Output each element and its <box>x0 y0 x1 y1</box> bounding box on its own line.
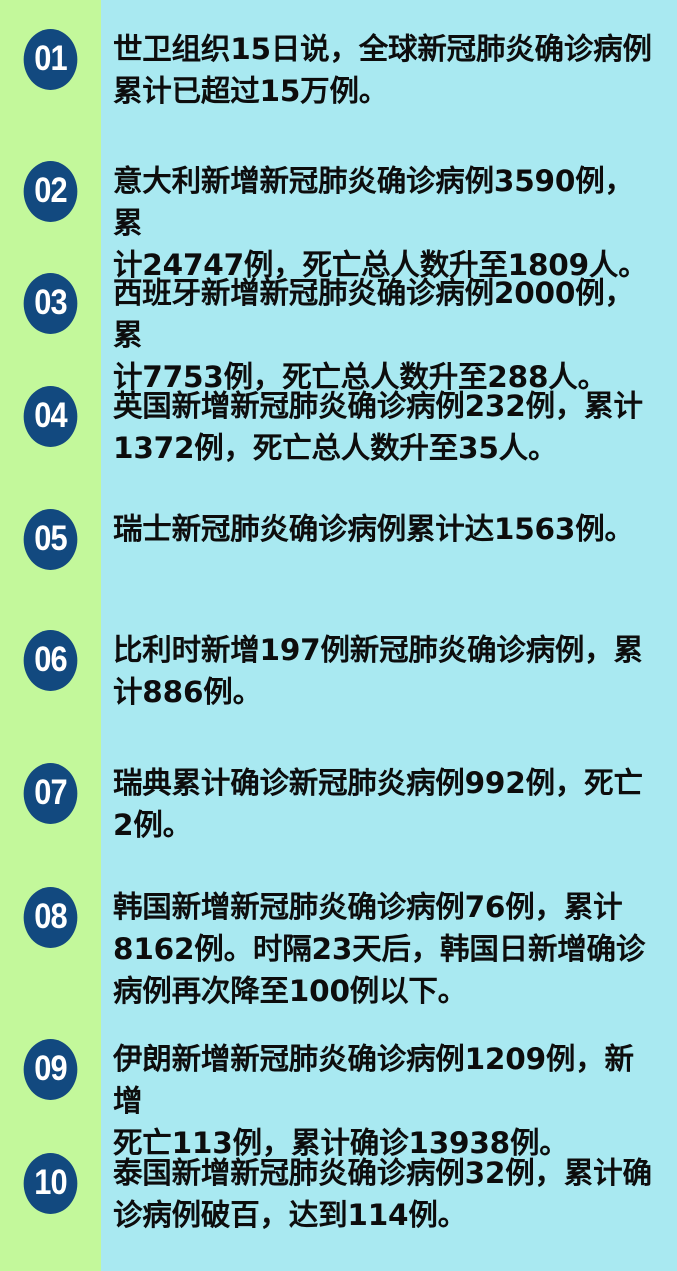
list-item: 06 比利时新增197例新冠肺炎确诊病例，累 计886例。 <box>0 629 677 713</box>
item-number-badge: 06 <box>23 630 78 691</box>
badge-container: 03 <box>0 272 101 334</box>
item-text: 瑞士新冠肺炎确诊病例累计达1563例。 <box>113 512 634 546</box>
badge-container: 10 <box>0 1152 101 1214</box>
list-item: 08 韩国新增新冠肺炎确诊病例76例，累计 8162例。时隔23天后，韩国日新增… <box>0 886 677 1012</box>
item-text: 西班牙新增新冠肺炎确诊病例2000例，累 计7753例，死亡总人数升至288人。 <box>113 276 634 394</box>
item-text: 英国新增新冠肺炎确诊病例232例，累计 1372例，死亡总人数升至35人。 <box>113 389 643 465</box>
item-number-badge: 02 <box>23 161 78 222</box>
item-text: 世卫组织15日说，全球新冠肺炎确诊病例 累计已超过15万例。 <box>113 32 652 108</box>
badge-container: 02 <box>0 160 101 222</box>
item-text: 瑞典累计确诊新冠肺炎病例992例，死亡 2例。 <box>113 766 643 842</box>
badge-container: 01 <box>0 28 101 90</box>
item-text: 泰国新增新冠肺炎确诊病例32例，累计确 诊病例破百，达到114例。 <box>113 1156 652 1232</box>
item-number-badge: 07 <box>23 763 78 824</box>
item-number-badge: 10 <box>23 1153 78 1214</box>
list-item: 10 泰国新增新冠肺炎确诊病例32例，累计确 诊病例破百，达到114例。 <box>0 1152 677 1236</box>
badge-container: 07 <box>0 762 101 824</box>
badge-container: 08 <box>0 886 101 948</box>
list-item: 04 英国新增新冠肺炎确诊病例232例，累计 1372例，死亡总人数升至35人。 <box>0 385 677 469</box>
item-number-badge: 09 <box>23 1039 78 1100</box>
badge-container: 06 <box>0 629 101 691</box>
item-number-badge: 05 <box>23 509 78 570</box>
list-item: 07 瑞典累计确诊新冠肺炎病例992例，死亡 2例。 <box>0 762 677 846</box>
item-text: 比利时新增197例新冠肺炎确诊病例，累 计886例。 <box>113 633 643 709</box>
list-item: 05 瑞士新冠肺炎确诊病例累计达1563例。 <box>0 508 677 570</box>
list-item: 09 伊朗新增新冠肺炎确诊病例1209例，新增 死亡113例，累计确诊13938… <box>0 1038 677 1164</box>
list-item: 02 意大利新增新冠肺炎确诊病例3590例，累 计24747例，死亡总人数升至1… <box>0 160 677 286</box>
item-number-badge: 01 <box>23 29 78 90</box>
item-text: 韩国新增新冠肺炎确诊病例76例，累计 8162例。时隔23天后，韩国日新增确诊 … <box>113 890 646 1008</box>
item-number-badge: 08 <box>23 887 78 948</box>
badge-container: 09 <box>0 1038 101 1100</box>
list-item: 03 西班牙新增新冠肺炎确诊病例2000例，累 计7753例，死亡总人数升至28… <box>0 272 677 398</box>
item-text: 意大利新增新冠肺炎确诊病例3590例，累 计24747例，死亡总人数升至1809… <box>113 164 648 282</box>
item-number-badge: 04 <box>23 386 78 447</box>
item-text: 伊朗新增新冠肺炎确诊病例1209例，新增 死亡113例，累计确诊13938例。 <box>113 1042 634 1160</box>
badge-container: 04 <box>0 385 101 447</box>
badge-container: 05 <box>0 508 101 570</box>
item-number-badge: 03 <box>23 273 78 334</box>
list-item: 01 世卫组织15日说，全球新冠肺炎确诊病例 累计已超过15万例。 <box>0 28 677 112</box>
